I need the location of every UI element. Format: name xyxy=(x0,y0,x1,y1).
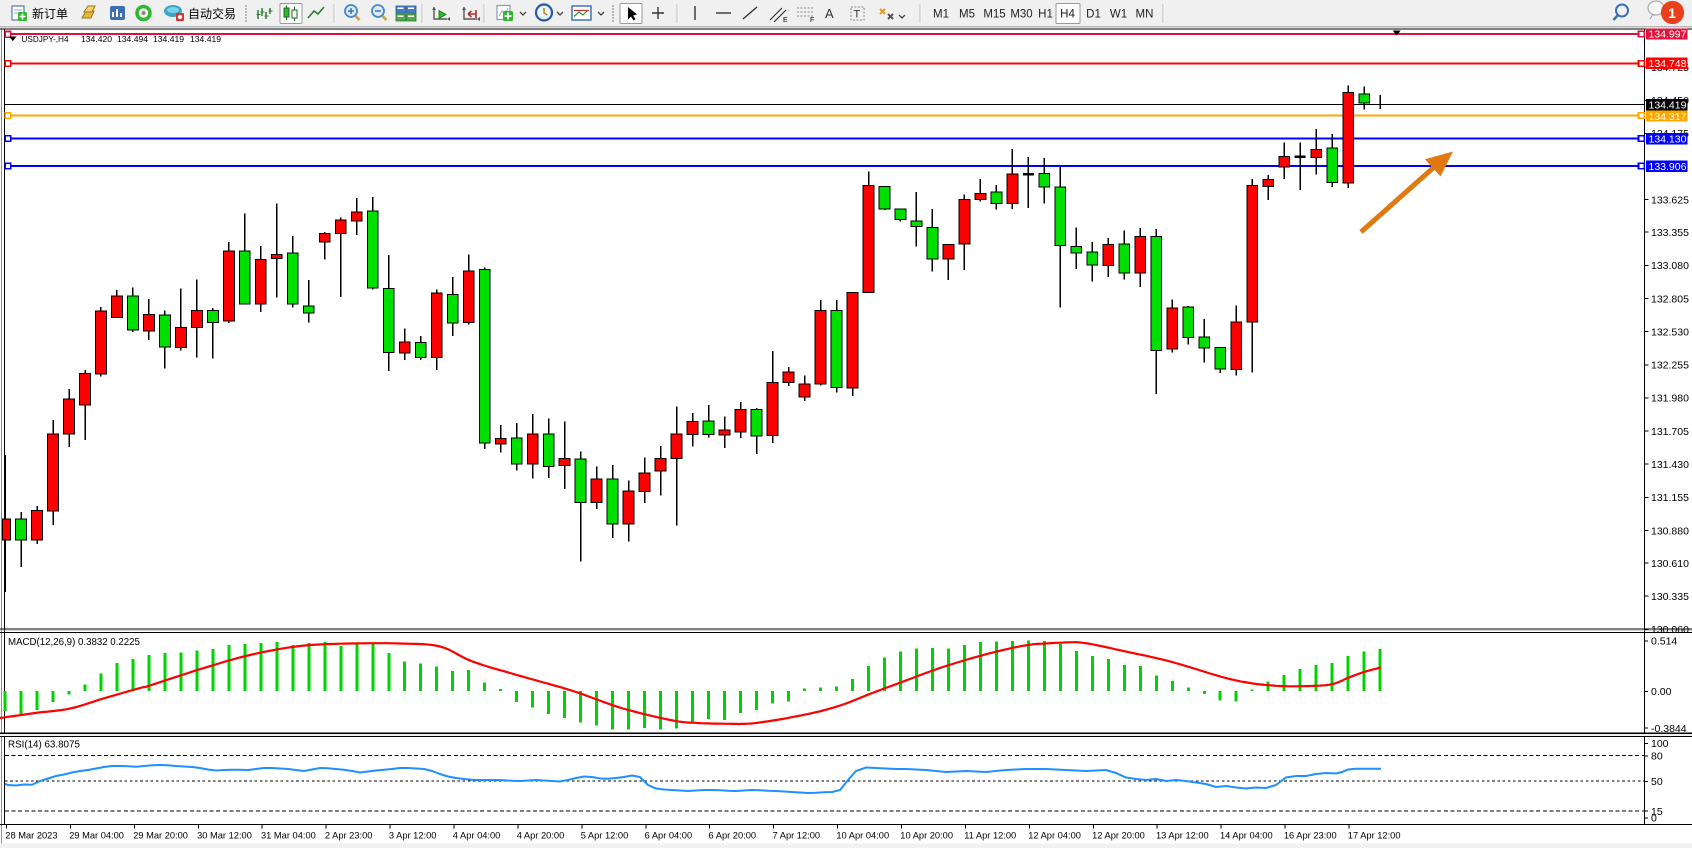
svg-text:133.355: 133.355 xyxy=(1651,227,1689,239)
svg-text:4 Apr 20:00: 4 Apr 20:00 xyxy=(517,831,565,841)
svg-text:自动交易: 自动交易 xyxy=(188,6,236,21)
svg-text:-0.3844: -0.3844 xyxy=(1651,723,1687,735)
svg-text:29 Mar 20:00: 29 Mar 20:00 xyxy=(133,831,188,841)
svg-text:132.530: 132.530 xyxy=(1651,326,1689,338)
svg-text:134.419: 134.419 xyxy=(153,34,184,44)
svg-text:15: 15 xyxy=(1651,806,1663,818)
svg-text:4 Apr 04:00: 4 Apr 04:00 xyxy=(453,831,501,841)
svg-text:100: 100 xyxy=(1651,738,1669,750)
svg-text:31 Mar 04:00: 31 Mar 04:00 xyxy=(261,831,316,841)
svg-text:F: F xyxy=(810,17,814,24)
svg-text:13 Apr 12:00: 13 Apr 12:00 xyxy=(1156,831,1209,841)
svg-text:E: E xyxy=(783,17,788,24)
svg-text:11 Apr 12:00: 11 Apr 12:00 xyxy=(964,831,1016,841)
svg-text:T: T xyxy=(854,9,861,21)
svg-text:M1: M1 xyxy=(933,9,949,21)
svg-text:3 Apr 12:00: 3 Apr 12:00 xyxy=(389,831,437,841)
svg-text:130.610: 130.610 xyxy=(1651,558,1689,570)
svg-text:RSI(14) 63.8075: RSI(14) 63.8075 xyxy=(8,740,80,751)
svg-text:0: 0 xyxy=(1651,813,1657,825)
svg-text:133.906: 133.906 xyxy=(1649,161,1687,173)
svg-text:12 Apr 04:00: 12 Apr 04:00 xyxy=(1028,831,1081,841)
svg-text:H1: H1 xyxy=(1038,9,1053,21)
svg-text:6 Apr 04:00: 6 Apr 04:00 xyxy=(645,831,693,841)
svg-text:133.625: 133.625 xyxy=(1651,194,1689,206)
svg-text:M5: M5 xyxy=(959,9,975,21)
svg-text:新订单: 新订单 xyxy=(32,6,68,21)
svg-text:14 Apr 04:00: 14 Apr 04:00 xyxy=(1220,831,1273,841)
svg-text:A: A xyxy=(825,6,834,21)
svg-text:M15: M15 xyxy=(983,9,1005,21)
svg-text:29 Mar 04:00: 29 Mar 04:00 xyxy=(69,831,124,841)
svg-text:28 Mar 2023: 28 Mar 2023 xyxy=(5,831,57,841)
svg-text:134.420: 134.420 xyxy=(81,34,112,44)
svg-text:W1: W1 xyxy=(1110,9,1127,21)
svg-text:17 Apr 12:00: 17 Apr 12:00 xyxy=(1348,831,1401,841)
svg-text:134.130: 134.130 xyxy=(1649,134,1687,146)
svg-text:134.494: 134.494 xyxy=(117,34,148,44)
svg-text:H4: H4 xyxy=(1060,9,1075,21)
svg-text:6 Apr 20:00: 6 Apr 20:00 xyxy=(709,831,757,841)
svg-text:130.335: 130.335 xyxy=(1651,591,1689,603)
svg-text:30 Mar 12:00: 30 Mar 12:00 xyxy=(197,831,252,841)
svg-text:10 Apr 04:00: 10 Apr 04:00 xyxy=(836,831,889,841)
svg-text:0.00: 0.00 xyxy=(1651,686,1672,698)
svg-text:MACD(12,26,9) 0.3832 0.2225: MACD(12,26,9) 0.3832 0.2225 xyxy=(8,637,140,648)
svg-text:M30: M30 xyxy=(1010,9,1032,21)
svg-text:MN: MN xyxy=(1136,9,1154,21)
svg-text:134.997: 134.997 xyxy=(1649,29,1687,41)
svg-text:134.419: 134.419 xyxy=(190,34,221,44)
svg-text:7 Apr 12:00: 7 Apr 12:00 xyxy=(773,831,821,841)
svg-text:131.155: 131.155 xyxy=(1651,492,1689,504)
svg-text:80: 80 xyxy=(1651,751,1663,763)
svg-text:12 Apr 20:00: 12 Apr 20:00 xyxy=(1092,831,1145,841)
svg-text:0.514: 0.514 xyxy=(1651,636,1677,648)
svg-text:D1: D1 xyxy=(1086,9,1101,21)
svg-text:134.317: 134.317 xyxy=(1649,111,1687,123)
svg-text:2 Apr 23:00: 2 Apr 23:00 xyxy=(325,831,373,841)
svg-text:131.705: 131.705 xyxy=(1651,426,1689,438)
svg-text:131.980: 131.980 xyxy=(1651,393,1689,405)
svg-text:50: 50 xyxy=(1651,776,1663,788)
svg-text:132.805: 132.805 xyxy=(1651,293,1689,305)
svg-text:131.430: 131.430 xyxy=(1651,459,1689,471)
svg-text:5 Apr 12:00: 5 Apr 12:00 xyxy=(581,831,629,841)
svg-text:134.748: 134.748 xyxy=(1649,58,1687,70)
svg-text:130.060: 130.060 xyxy=(1651,624,1689,636)
svg-text:USDJPY-,H4: USDJPY-,H4 xyxy=(22,35,69,44)
svg-text:10 Apr 20:00: 10 Apr 20:00 xyxy=(900,831,953,841)
svg-text:134.419: 134.419 xyxy=(1649,100,1687,112)
svg-text:130.880: 130.880 xyxy=(1651,525,1689,537)
svg-text:16 Apr 23:00: 16 Apr 23:00 xyxy=(1284,831,1337,841)
svg-text:133.080: 133.080 xyxy=(1651,260,1689,272)
svg-text:1: 1 xyxy=(1668,5,1676,21)
svg-text:132.255: 132.255 xyxy=(1651,360,1689,372)
